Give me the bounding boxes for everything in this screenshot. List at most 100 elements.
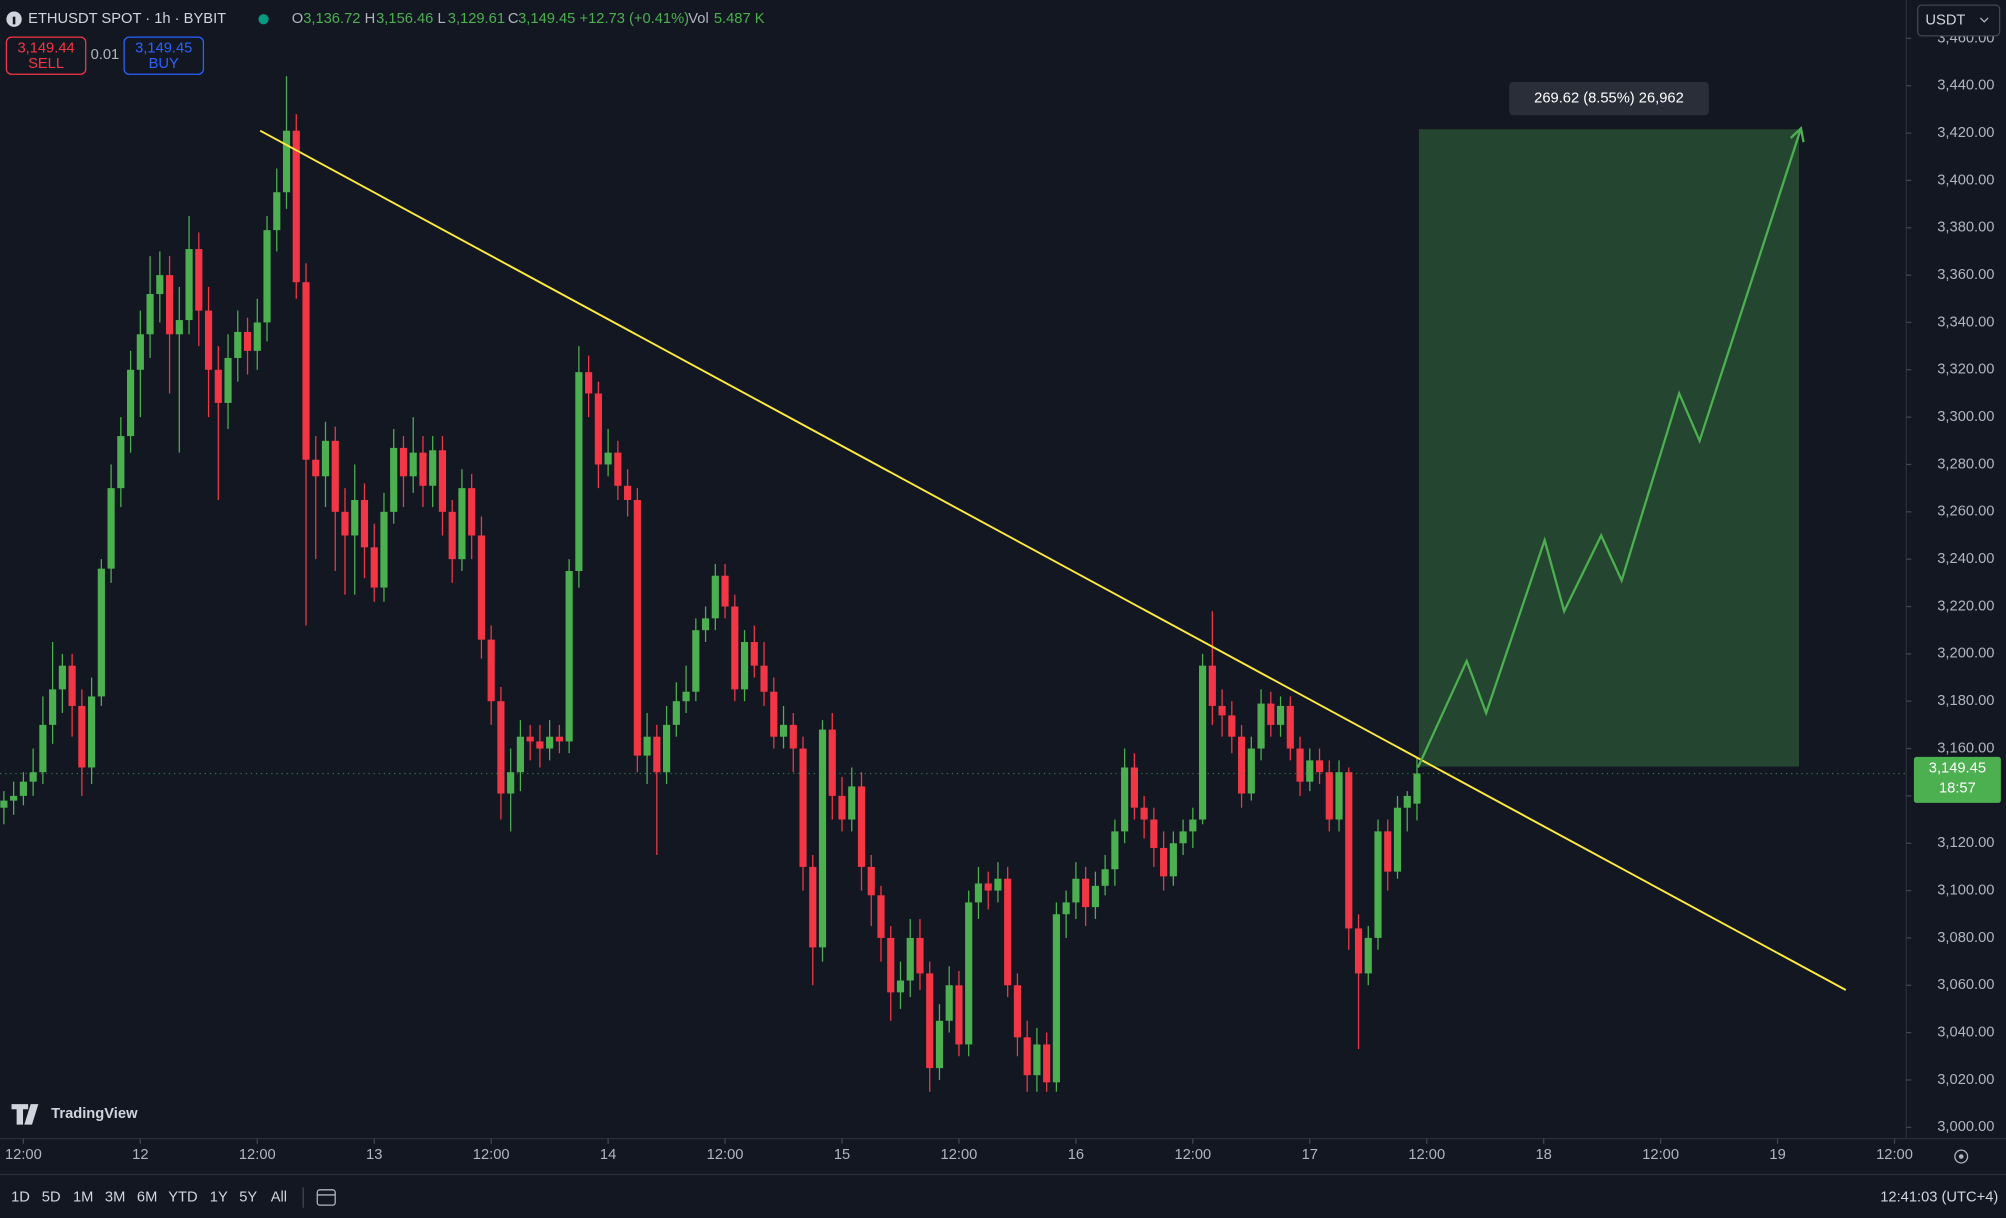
- candle-body: [263, 230, 271, 323]
- candle-body: [692, 630, 700, 692]
- candle-body: [1218, 705, 1226, 716]
- candle-body: [302, 282, 310, 460]
- candle-body: [955, 985, 963, 1045]
- sell-button[interactable]: [5, 36, 87, 75]
- open-value: 3,136.72: [303, 11, 360, 27]
- candle-body: [536, 741, 544, 749]
- candle-body: [663, 724, 671, 773]
- date-range-icon[interactable]: [316, 1189, 336, 1206]
- candle-body: [809, 866, 817, 948]
- x-tick-label: 12:00: [239, 1147, 276, 1163]
- candle-body: [1384, 831, 1392, 872]
- timeframe-button[interactable]: 5Y: [239, 1189, 257, 1205]
- low-value: 3,129.61: [448, 11, 505, 27]
- timeframe-button[interactable]: YTD: [168, 1189, 197, 1205]
- timeframe-button[interactable]: 1Y: [210, 1189, 228, 1205]
- candle-body: [1335, 772, 1343, 820]
- candle-body: [204, 310, 213, 370]
- candle-body: [468, 488, 476, 536]
- candle-body: [653, 736, 661, 773]
- x-tick-label: 18: [1536, 1147, 1552, 1163]
- projection-path: [1416, 127, 1803, 768]
- bar-countdown: 18:57: [1939, 781, 1976, 797]
- candle-body: [448, 511, 456, 560]
- candle-body: [370, 547, 378, 588]
- buy-button[interactable]: [123, 36, 205, 75]
- candle-body: [1345, 772, 1353, 929]
- candle-body: [146, 294, 154, 335]
- axis-settings[interactable]: [1954, 1149, 1969, 1164]
- x-tick-label: 17: [1302, 1147, 1318, 1163]
- candle-body: [828, 729, 836, 796]
- timeframe-button[interactable]: 1M: [73, 1189, 93, 1205]
- candle-body: [994, 878, 1002, 891]
- buy-label: BUY: [149, 56, 179, 72]
- y-tick-label: 3,380.00: [1937, 220, 1994, 236]
- high-label: H: [365, 11, 376, 27]
- candle-body: [1325, 772, 1333, 820]
- y-tick-label: 3,240.00: [1937, 551, 1994, 567]
- candle-body: [1082, 878, 1090, 908]
- candle-body: [575, 372, 583, 571]
- change: +12.73 (+0.41%): [580, 11, 690, 27]
- y-tick-label: 3,160.00: [1937, 740, 1994, 756]
- candle-body: [331, 440, 339, 512]
- candle-body: [1276, 705, 1285, 725]
- candle-body: [818, 729, 827, 948]
- timeframe-button[interactable]: 5D: [42, 1189, 61, 1205]
- candle-body: [887, 937, 895, 993]
- candle-body: [916, 937, 924, 974]
- y-tick-label: 3,200.00: [1937, 646, 1994, 662]
- y-tick-label: 3,020.00: [1937, 1072, 1994, 1088]
- timeframe-button[interactable]: 3M: [105, 1189, 125, 1205]
- candle-body: [848, 786, 856, 820]
- candle-body: [477, 535, 486, 640]
- y-tick-label: 3,340.00: [1937, 314, 1994, 330]
- timeframe-button[interactable]: 1D: [11, 1189, 30, 1205]
- candle-body: [565, 570, 573, 742]
- timeframe-button[interactable]: All: [271, 1189, 287, 1205]
- candle-body: [555, 736, 563, 742]
- y-tick-label: 3,420.00: [1937, 125, 1994, 141]
- candle-body: [1267, 703, 1275, 725]
- y-tick-label: 3,220.00: [1937, 598, 1994, 614]
- candle-body: [29, 772, 37, 782]
- candle-body: [360, 499, 369, 548]
- timeframe-button[interactable]: 6M: [137, 1189, 157, 1205]
- x-tick-label: 12:00: [1408, 1147, 1445, 1163]
- x-tick-label: 12: [132, 1147, 148, 1163]
- projection-arrowhead: [1789, 126, 1805, 143]
- candle-body: [234, 331, 242, 358]
- spread: 0.01: [91, 47, 120, 63]
- candle-body: [1354, 928, 1363, 974]
- candle-body: [877, 895, 885, 938]
- candle-body: [945, 985, 953, 1021]
- candle-body: [282, 130, 291, 193]
- candle-body: [896, 980, 905, 993]
- candle-body: [1121, 767, 1129, 832]
- candle-body: [974, 883, 983, 903]
- candle-body: [604, 452, 612, 465]
- symbol[interactable]: ETHUSDT SPOT · 1h · BYBIT: [28, 11, 226, 27]
- y-tick-label: 3,360.00: [1937, 267, 1994, 283]
- candle-body: [750, 642, 758, 666]
- candle-body: [906, 937, 914, 981]
- candle-body: [438, 450, 447, 512]
- open-label: O: [292, 11, 303, 27]
- candle-body: [165, 275, 174, 335]
- candle-body: [789, 724, 797, 749]
- candle-body: [624, 485, 632, 500]
- candle-body: [516, 736, 524, 773]
- projection-label-box: [1509, 81, 1709, 116]
- x-tick-label: 12:00: [1876, 1147, 1913, 1163]
- candle-body: [1257, 703, 1265, 749]
- candle-body: [10, 795, 18, 801]
- candle-body: [594, 393, 602, 465]
- axis-settings-dot: [1958, 1154, 1964, 1159]
- candle-body: [214, 369, 222, 403]
- candle-body: [1004, 878, 1012, 986]
- candle-body: [88, 696, 96, 768]
- currency-dropdown[interactable]: [1917, 4, 2001, 37]
